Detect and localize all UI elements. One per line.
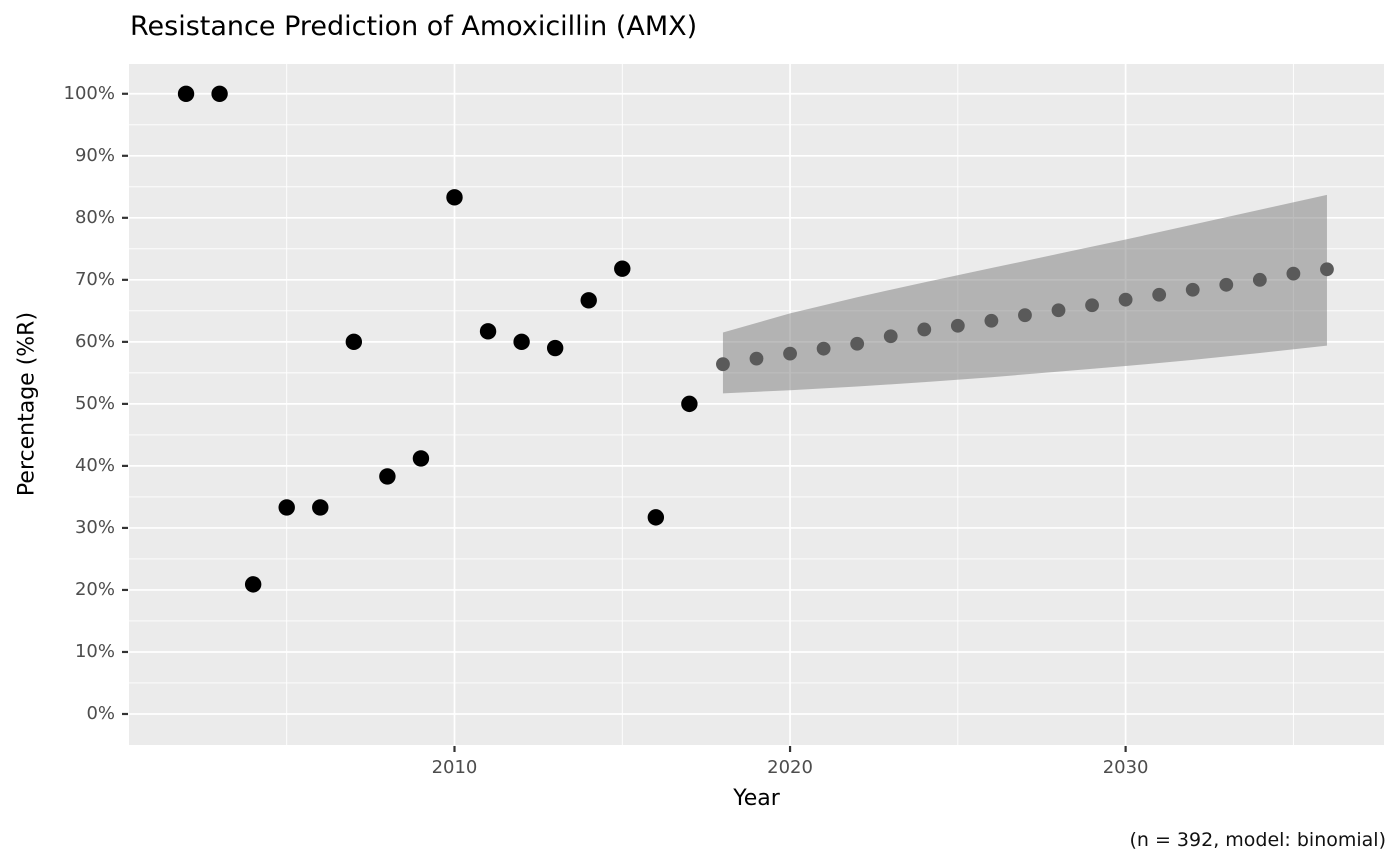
x-axis-title: Year: [733, 786, 780, 811]
x-tick-label: 2020: [767, 757, 813, 778]
data-point-predicted: [1219, 277, 1234, 292]
y-tick-label: 20%: [74, 579, 115, 601]
data-point-predicted: [883, 329, 898, 344]
y-tick-label: 10%: [74, 641, 115, 663]
y-tick-label: 70%: [74, 269, 115, 291]
y-tick-label: 30%: [74, 517, 115, 539]
data-point-observed: [681, 395, 698, 413]
data-point-predicted: [917, 322, 932, 337]
data-point-observed: [580, 292, 597, 309]
data-point-observed: [647, 509, 665, 526]
data-point-predicted: [1118, 292, 1133, 307]
data-point-predicted: [1185, 282, 1200, 297]
data-point-observed: [379, 468, 396, 485]
data-point-predicted: [816, 341, 831, 356]
data-point-observed: [546, 339, 564, 357]
data-point-predicted: [984, 313, 999, 328]
y-tick-label: 40%: [74, 455, 115, 477]
data-point-observed: [446, 189, 463, 206]
y-tick-label: 90%: [74, 145, 115, 167]
data-point-predicted: [1320, 262, 1334, 277]
data-point-predicted: [716, 357, 730, 372]
data-point-predicted: [749, 351, 764, 366]
data-point-observed: [345, 333, 363, 351]
data-point-predicted: [783, 346, 797, 361]
y-tick-label: 100%: [63, 83, 115, 105]
chart-title: Resistance Prediction of Amoxicillin (AM…: [130, 11, 698, 42]
y-tick-label: 80%: [74, 207, 115, 229]
data-point-observed: [312, 499, 329, 516]
x-tick-label: 2010: [431, 757, 478, 778]
data-point-observed: [278, 499, 295, 516]
y-tick-label: 60%: [74, 331, 115, 353]
chart-caption: (n = 392, model: binomial): [1129, 829, 1386, 851]
data-point-predicted: [850, 336, 865, 351]
data-point-observed: [244, 576, 262, 593]
data-point-observed: [513, 333, 530, 351]
y-tick-label: 0%: [86, 703, 115, 725]
data-point-predicted: [1085, 298, 1099, 313]
data-point-predicted: [1051, 303, 1066, 318]
data-point-observed: [412, 450, 430, 467]
data-point-predicted: [1152, 287, 1167, 302]
data-point-predicted: [1018, 308, 1032, 323]
x-tick-label: 2030: [1102, 757, 1149, 778]
y-tick-label: 50%: [74, 393, 115, 415]
data-point-observed: [177, 85, 195, 102]
data-point-predicted: [950, 318, 965, 333]
data-point-observed: [614, 260, 631, 277]
data-point-observed: [479, 323, 497, 340]
data-point-observed: [211, 85, 228, 102]
data-point-predicted: [1286, 266, 1301, 281]
confidence-ribbon: [722, 194, 1327, 394]
data-point-predicted: [1252, 272, 1267, 287]
